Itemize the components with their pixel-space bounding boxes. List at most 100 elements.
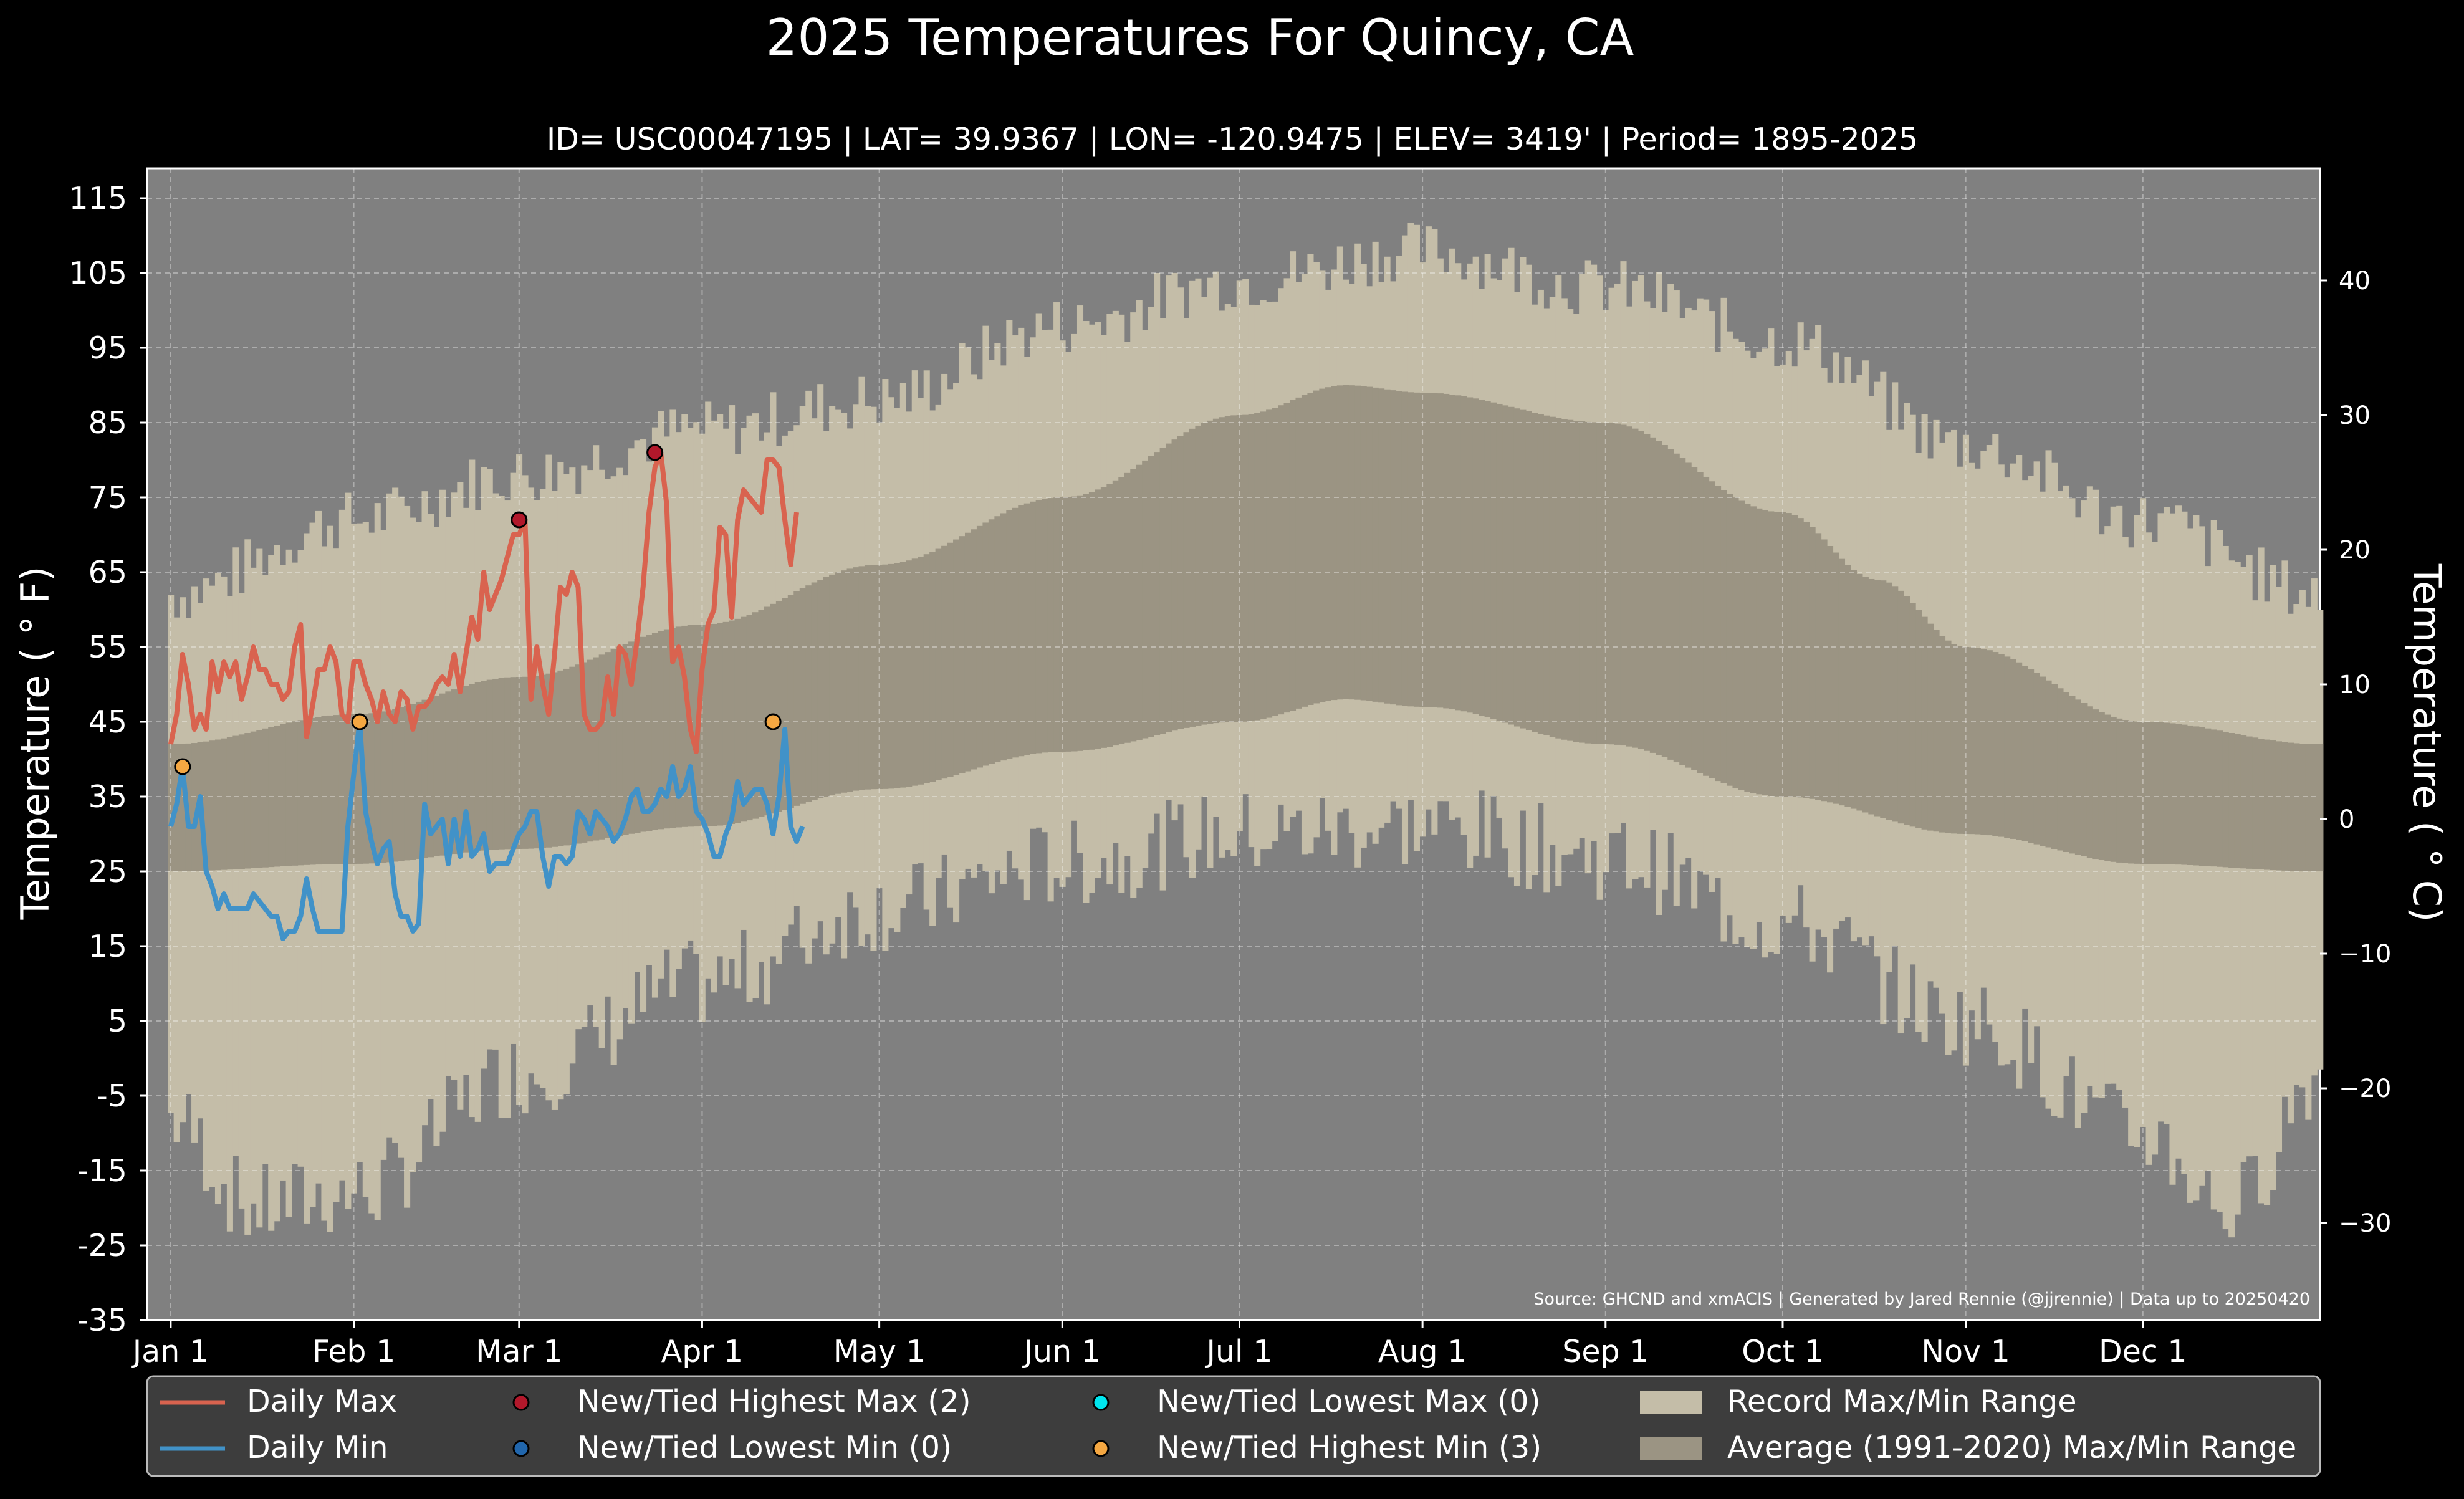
average-range-bar bbox=[2258, 739, 2265, 869]
average-range-bar bbox=[1159, 448, 1166, 734]
average-range-bar bbox=[1661, 445, 1668, 757]
average-range-bar bbox=[1390, 390, 1397, 705]
average-range-bar bbox=[1579, 421, 1586, 743]
average-range-bar bbox=[2157, 722, 2164, 864]
average-range-bar bbox=[605, 652, 611, 838]
average-range-bar bbox=[1815, 533, 1822, 800]
average-range-bar bbox=[853, 567, 860, 791]
y-tick-label: 35 bbox=[89, 779, 127, 815]
average-range-bar bbox=[1354, 385, 1361, 700]
y-tick-label: -5 bbox=[97, 1078, 127, 1114]
average-range-bar bbox=[2098, 712, 2105, 860]
average-range-bar bbox=[899, 562, 906, 788]
average-range-bar bbox=[911, 558, 918, 786]
average-range-bar bbox=[2252, 737, 2259, 869]
average-range-bar bbox=[451, 689, 458, 855]
x-tick-label: Feb 1 bbox=[312, 1334, 396, 1369]
grid-lines bbox=[147, 168, 2320, 1321]
average-range-bar bbox=[1319, 388, 1326, 702]
average-range-bar bbox=[209, 740, 216, 871]
average-range-bar bbox=[1313, 390, 1320, 704]
average-range-bar bbox=[1407, 392, 1414, 707]
x-tick-label: Dec 1 bbox=[2099, 1334, 2187, 1369]
average-range-bar bbox=[2293, 743, 2300, 871]
average-range-bar bbox=[2222, 732, 2229, 868]
average-range-bar bbox=[575, 664, 582, 844]
y-tick-label: 25 bbox=[89, 854, 127, 889]
average-range-bar bbox=[1331, 386, 1338, 701]
average-range-bar bbox=[906, 560, 913, 787]
average-range-bar bbox=[1620, 424, 1627, 746]
average-range-bar bbox=[929, 552, 936, 782]
average-range-bar bbox=[1591, 422, 1598, 744]
average-range-bar bbox=[1343, 385, 1349, 699]
y2-tick-label: 40 bbox=[2339, 267, 2371, 295]
average-range-bar bbox=[1100, 487, 1107, 748]
record-range-bar bbox=[262, 575, 269, 1164]
average-range-bar bbox=[811, 582, 818, 800]
average-range-bar bbox=[1844, 565, 1851, 807]
average-range-bar bbox=[775, 600, 782, 812]
average-range-bar bbox=[1189, 428, 1196, 727]
average-range-bar bbox=[1053, 497, 1060, 752]
y-tick-label: 75 bbox=[89, 480, 127, 515]
average-range-bar bbox=[1768, 511, 1775, 797]
average-range-bar bbox=[2187, 725, 2193, 865]
average-range-bar bbox=[1685, 462, 1692, 768]
record-range-bar bbox=[226, 596, 233, 1232]
record-range-bar bbox=[2217, 530, 2223, 1212]
x-tick-label: Oct 1 bbox=[1742, 1334, 1823, 1369]
y-tick-label: 95 bbox=[89, 330, 127, 366]
y2-tick-label: 20 bbox=[2339, 536, 2371, 565]
average-range-bar bbox=[398, 707, 405, 861]
average-range-bar bbox=[1479, 400, 1485, 716]
average-range-bar bbox=[799, 588, 806, 804]
average-range-bar bbox=[416, 701, 423, 859]
average-range-bar bbox=[1260, 411, 1267, 719]
average-range-bar bbox=[1762, 510, 1768, 795]
average-range-bar bbox=[1425, 393, 1432, 707]
average-range-bar bbox=[1307, 393, 1314, 705]
average-range-bar bbox=[2092, 709, 2099, 860]
average-range-bar bbox=[168, 744, 175, 871]
chart-title: 2025 Temperatures For Quincy, CA bbox=[766, 9, 1634, 67]
average-range-bar bbox=[1508, 406, 1515, 725]
average-range-bar bbox=[563, 668, 570, 846]
average-range-bar bbox=[304, 719, 310, 865]
average-range-bar bbox=[1709, 481, 1715, 778]
average-range-bar bbox=[2287, 742, 2294, 871]
average-range-bar bbox=[469, 684, 476, 852]
average-range-bar bbox=[1543, 415, 1550, 735]
average-range-bar bbox=[2045, 680, 2052, 848]
average-range-bar bbox=[581, 662, 588, 843]
average-range-bar bbox=[2163, 722, 2170, 864]
average-range-bar bbox=[734, 618, 741, 823]
average-range-bar bbox=[2264, 739, 2271, 870]
average-range-bar bbox=[1561, 419, 1568, 740]
average-range-bar bbox=[1673, 453, 1680, 763]
average-range-bar bbox=[1785, 513, 1792, 797]
average-range-bar bbox=[1656, 441, 1662, 755]
average-range-bar bbox=[226, 737, 233, 870]
average-range-bar bbox=[1372, 387, 1379, 702]
average-range-bar bbox=[1986, 650, 1993, 836]
daily-min-line bbox=[168, 719, 805, 941]
average-range-bar bbox=[622, 644, 629, 835]
average-range-bar bbox=[374, 712, 381, 863]
y-tick-label: 105 bbox=[69, 256, 127, 291]
legend-daily-min: Daily Min bbox=[247, 1430, 388, 1465]
average-range-bar bbox=[2016, 662, 2023, 840]
legend-daily-max: Daily Max bbox=[247, 1384, 397, 1419]
average-range-bar bbox=[1219, 417, 1225, 723]
average-range-bar bbox=[481, 681, 487, 851]
average-range-bar bbox=[2270, 740, 2276, 871]
average-range-bar bbox=[1283, 403, 1290, 713]
average-range-bar bbox=[338, 714, 345, 864]
average-range-bar bbox=[569, 666, 576, 845]
average-range-bar bbox=[1933, 630, 1940, 832]
average-range-bar bbox=[268, 727, 275, 868]
average-range-bar bbox=[244, 733, 251, 869]
average-range-bar bbox=[1384, 389, 1391, 704]
average-range-bar bbox=[1431, 393, 1438, 707]
average-range-bar bbox=[770, 603, 777, 814]
